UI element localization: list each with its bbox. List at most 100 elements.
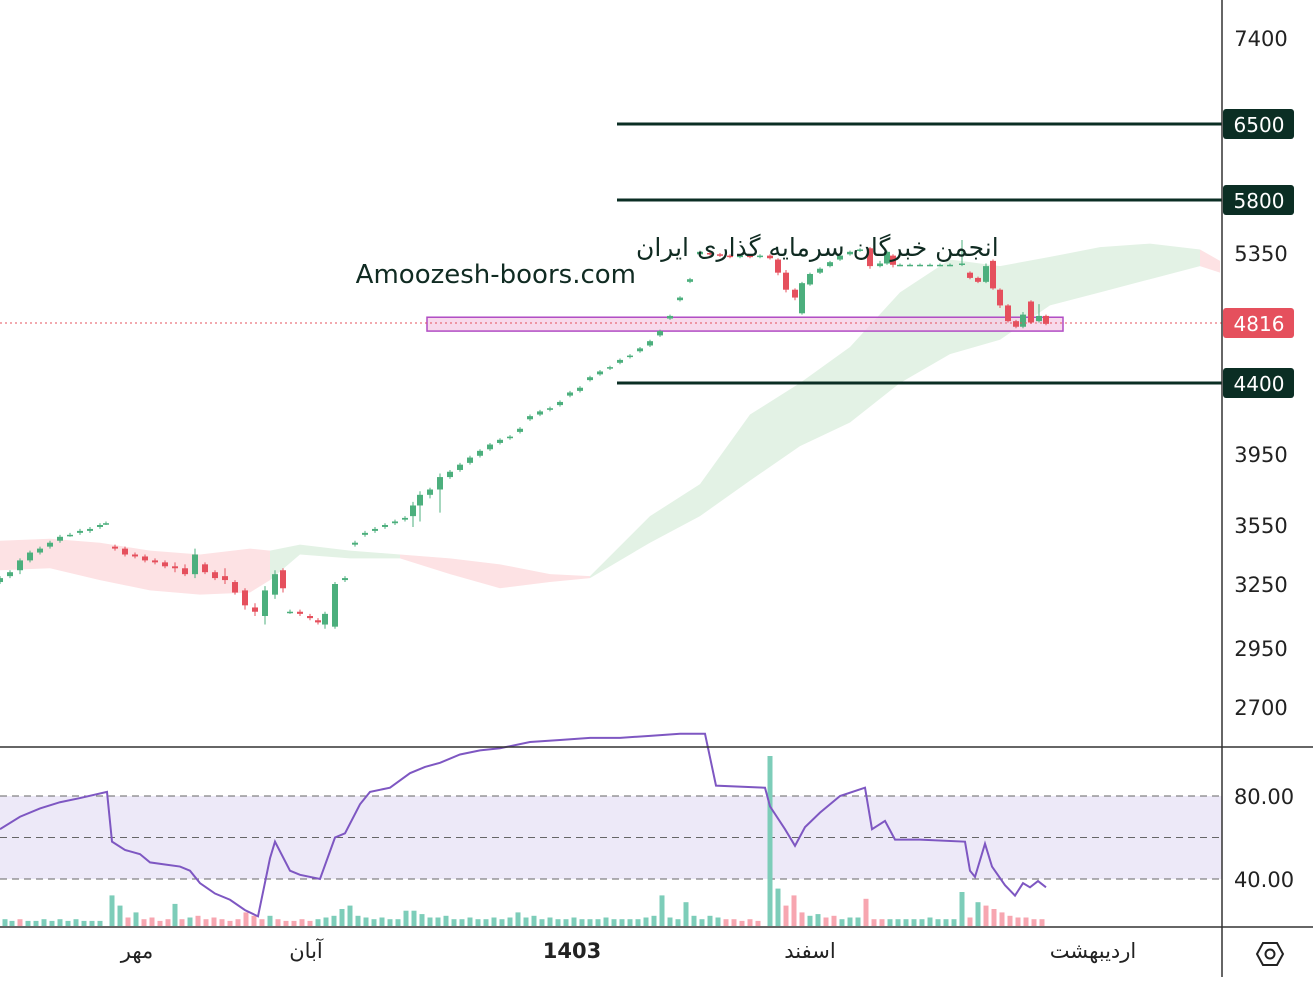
chart-settings-button[interactable]: [1248, 934, 1292, 974]
candle-body: [262, 590, 268, 616]
candle-body: [667, 315, 673, 319]
candle: [402, 516, 408, 522]
time-axis[interactable]: مهر آبان 1403 اسفند اردیبهشت: [120, 938, 1137, 963]
candle: [783, 270, 789, 293]
volume-bar: [275, 919, 281, 926]
candle: [162, 560, 168, 569]
time-axis-label: آبان: [289, 938, 324, 963]
candle: [775, 258, 781, 276]
volume-bar: [767, 756, 773, 926]
volume-bar: [531, 915, 537, 926]
volume-bar: [887, 919, 893, 926]
candle: [990, 259, 996, 290]
candle-body: [67, 534, 73, 537]
candle: [410, 501, 416, 527]
candle-body: [1005, 305, 1011, 322]
volume-bar: [983, 905, 989, 926]
volume-bar: [2, 919, 8, 926]
candle-body: [877, 263, 883, 267]
cloud-bear-segment: [0, 538, 270, 595]
candle-body: [37, 548, 43, 553]
candle: [467, 455, 473, 465]
level-price-tag: [1223, 368, 1294, 398]
candle-body: [17, 560, 23, 571]
candle: [857, 248, 863, 252]
volume-bar: [1039, 919, 1045, 926]
candle-body: [857, 249, 863, 251]
candle: [0, 576, 3, 584]
candle: [232, 580, 238, 595]
candle: [837, 254, 843, 261]
volume-bar: [125, 917, 131, 926]
candle: [457, 462, 463, 472]
volume-bar: [627, 919, 633, 926]
volume-bar: [49, 920, 55, 926]
volume-bar: [611, 919, 617, 926]
price-axis[interactable]: 6500 5800 4400 4816 7400 5350 3950 3550 3250 2950…: [1223, 27, 1294, 720]
volume-bar: [347, 905, 353, 926]
candle: [647, 339, 653, 347]
watermark: انجمن خبرگان سرمایه گذاری ایران Amoozesh…: [356, 233, 999, 290]
price-tick-label: 3250: [1234, 573, 1287, 597]
volume-bar: [523, 917, 529, 926]
candle-body: [122, 548, 128, 555]
candle-body: [47, 542, 53, 547]
candle-body: [1020, 314, 1026, 327]
candle-body: [132, 554, 138, 557]
candle: [1028, 300, 1034, 324]
candle: [27, 550, 33, 563]
candle-body: [847, 251, 853, 255]
candle-body: [1036, 315, 1042, 322]
candle-body: [637, 348, 643, 352]
volume-bar: [675, 919, 681, 926]
volume-bar: [659, 895, 665, 926]
candle-body: [817, 268, 823, 273]
candle-body: [232, 582, 238, 593]
candle: [677, 296, 683, 302]
candle: [607, 365, 613, 371]
volume-bar: [539, 919, 545, 926]
volume-bar: [419, 914, 425, 926]
candle: [122, 546, 128, 557]
volume-bar: [723, 919, 729, 926]
candle-body: [192, 554, 198, 575]
candle: [557, 400, 563, 407]
volume-bar: [959, 892, 965, 926]
candle-body: [627, 355, 633, 358]
candle-body: [222, 576, 228, 581]
volume-bar: [89, 920, 95, 926]
rsi-tick-label: 40.00: [1234, 868, 1294, 892]
candle-body: [527, 416, 533, 420]
volume-bar: [579, 919, 585, 926]
candle: [67, 532, 73, 537]
candle-body: [647, 341, 653, 346]
candle: [427, 487, 433, 499]
candle-body: [152, 560, 158, 563]
volume-bar: [411, 910, 417, 926]
volume-bar: [815, 914, 821, 926]
level-price-tag: [1223, 185, 1294, 215]
volume-bar: [739, 920, 745, 926]
candle-body: [1043, 315, 1049, 324]
volume-bar: [991, 909, 997, 926]
candle-body: [507, 436, 513, 439]
volume-bar: [547, 917, 553, 926]
candle-body: [867, 248, 873, 267]
price-zone-rect: [426, 316, 1064, 332]
volume-bar: [1023, 917, 1029, 926]
volume-bar: [211, 917, 217, 926]
time-axis-label: اسفند: [784, 939, 835, 963]
volume-bar: [323, 917, 329, 926]
volume-bar: [9, 920, 15, 926]
volume-bar: [715, 917, 721, 926]
candle: [587, 375, 593, 382]
candle: [242, 588, 248, 610]
volume-bar: [587, 919, 593, 926]
candle-body: [975, 277, 981, 282]
candle: [332, 582, 338, 629]
volume-bar: [555, 919, 561, 926]
volume-bar: [227, 920, 233, 926]
